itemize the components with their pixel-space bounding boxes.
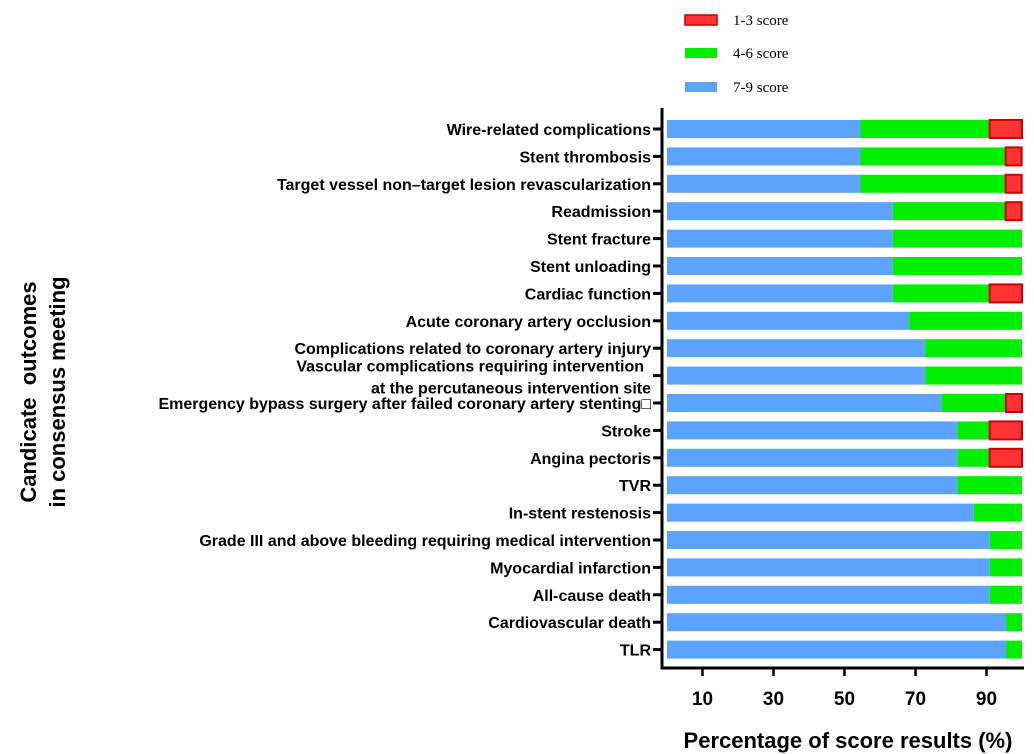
bar-acute-coronary-artery-occlusion-mid (909, 311, 1022, 330)
bar-tlr-high (667, 640, 1007, 659)
category-label-vascular-complications-requiring-intervention-at-the-percutaneous-intervention-site: Vascular complications requiring interve… (296, 359, 651, 398)
category-label-cardiac-function: Cardiac function (525, 286, 651, 303)
category-label-emergency-bypass-surgery-after-failed-coronary-artery-stenting: Emergency bypass surgery after failed co… (158, 396, 651, 413)
bar-target-vessel-non-target-lesion-revascularization-high (667, 174, 861, 193)
bar-emergency-bypass-surgery-after-failed-coronary-artery-stenting-mid (941, 394, 1007, 412)
bar-cardiac-function-mid (892, 284, 990, 303)
category-label-acute-coronary-artery-occlusion: Acute coronary artery occlusion (406, 314, 651, 331)
bar-angina-pectoris-mid (957, 448, 990, 467)
bar-cardiovascular-death-mid (1006, 613, 1022, 632)
legend-label-low: 1-3 score (733, 13, 789, 29)
category-label-readmission: Readmission (551, 204, 651, 221)
bar-stent-thrombosis-high (667, 147, 861, 166)
legend-label-high: 7-9 score (733, 80, 789, 96)
category-label-complications-related-to-coronary-artery-injury: Complications related to coronary artery… (294, 341, 651, 358)
bar-emergency-bypass-surgery-after-failed-coronary-artery-stenting-high (667, 394, 942, 412)
bar-vascular-complications-requiring-intervention-at-the-percutaneous-intervention-site-mid (925, 366, 1022, 385)
bar-stent-fracture-high (667, 229, 893, 248)
bar-all-cause-death-high (667, 585, 990, 604)
bar-stent-thrombosis-low (1004, 146, 1023, 167)
bar-target-vessel-non-target-lesion-revascularization-mid (860, 174, 1006, 193)
bar-wire-related-complications-low (988, 119, 1024, 139)
legend: 1-3 score 4-6 score 7-9 score (684, 13, 789, 96)
bar-cardiac-function-high (667, 284, 893, 303)
bar-vascular-complications-requiring-intervention-at-the-percutaneous-intervention-site-high (667, 366, 926, 385)
bar-stroke-high (667, 421, 958, 440)
x-tick-label-50: 50 (834, 689, 855, 710)
bar-all-cause-death-mid (989, 585, 1022, 604)
category-label-in-stent-restenosis: In-stent restenosis (509, 506, 651, 523)
legend-swatch-low (684, 14, 718, 26)
x-ticks: 10 30 50 70 90 (692, 668, 997, 710)
category-label-stroke: Stroke (601, 423, 651, 440)
category-label-tvr: TVR (619, 478, 651, 495)
bar-stent-unloading-high (667, 257, 893, 275)
x-tick-label-70: 70 (905, 689, 926, 710)
bar-cardiac-function-low (988, 283, 1024, 304)
bar-angina-pectoris-low (988, 447, 1024, 468)
legend-swatch-high (685, 82, 717, 92)
bar-target-vessel-non-target-lesion-revascularization-low (1004, 173, 1023, 194)
bar-myocardial-infarction-high (667, 558, 990, 577)
category-label-wire-related-complications: Wire-related complications (447, 122, 651, 139)
category-label-target-vessel-non-target-lesion-revascularization: Target vessel non–target lesion revascul… (277, 177, 651, 194)
x-tick-label-90: 90 (976, 689, 997, 710)
bar-stroke-low (988, 420, 1024, 441)
category-label-stent-thrombosis: Stent thrombosis (519, 149, 651, 166)
bar-tlr-mid (1006, 640, 1022, 659)
x-tick-label-30: 30 (763, 689, 784, 710)
x-tick-label-10: 10 (692, 689, 713, 710)
category-label-all-cause-death: All-cause death (533, 588, 651, 605)
legend-label-mid: 4-6 score (733, 46, 789, 62)
bar-wire-related-complications-high (667, 120, 861, 138)
bar-tvr-mid (957, 476, 1022, 495)
bar-stroke-mid (957, 421, 990, 440)
bar-complications-related-to-coronary-artery-injury-mid (925, 339, 1022, 358)
bar-stent-unloading-mid (892, 257, 1022, 275)
category-label-angina-pectoris: Angina pectoris (530, 451, 651, 468)
category-label-grade-iii-and-above-bleeding-requiring-medical-intervention: Grade III and above bleeding requiring m… (199, 533, 651, 550)
bar-tvr-high (667, 476, 958, 495)
category-label-stent-unloading: Stent unloading (530, 259, 651, 276)
bar-angina-pectoris-high (667, 448, 958, 467)
bar-readmission-mid (892, 202, 1006, 221)
category-label-stent-fracture: Stent fracture (547, 232, 651, 249)
category-labels: Wire-related complications Stent thrombos… (158, 122, 651, 660)
bar-myocardial-infarction-mid (989, 558, 1022, 577)
bar-wire-related-complications-mid (860, 120, 990, 138)
bar-readmission-low (1004, 201, 1023, 222)
legend-swatch-mid (685, 48, 717, 58)
bar-stent-thrombosis-mid (860, 147, 1006, 166)
category-label-tlr: TLR (620, 643, 652, 660)
bar-in-stent-restenosis-high (667, 503, 974, 522)
bars (667, 119, 1024, 659)
y-axis-title: Candicate outcomes in consensus meeting (16, 276, 70, 507)
bar-grade-iii-and-above-bleeding-requiring-medical-intervention-high (667, 531, 990, 549)
axes (653, 108, 1024, 670)
category-label-myocardial-infarction: Myocardial infarction (490, 560, 651, 577)
bar-complications-related-to-coronary-artery-injury-high (667, 339, 926, 358)
y-axis-title-text: Candicate outcomes in consensus meeting (16, 276, 70, 507)
bar-cardiovascular-death-high (667, 613, 1007, 632)
category-label-cardiovascular-death: Cardiovascular death (488, 615, 651, 632)
bar-readmission-high (667, 202, 893, 221)
bar-grade-iii-and-above-bleeding-requiring-medical-intervention-mid (989, 531, 1022, 549)
bar-emergency-bypass-surgery-after-failed-coronary-artery-stenting-low (1005, 393, 1024, 413)
bar-stent-fracture-mid (892, 229, 1022, 248)
bar-acute-coronary-artery-occlusion-high (667, 311, 910, 330)
x-axis-title: Percentage of score results (%) (684, 728, 1013, 753)
bar-in-stent-restenosis-mid (973, 503, 1022, 522)
